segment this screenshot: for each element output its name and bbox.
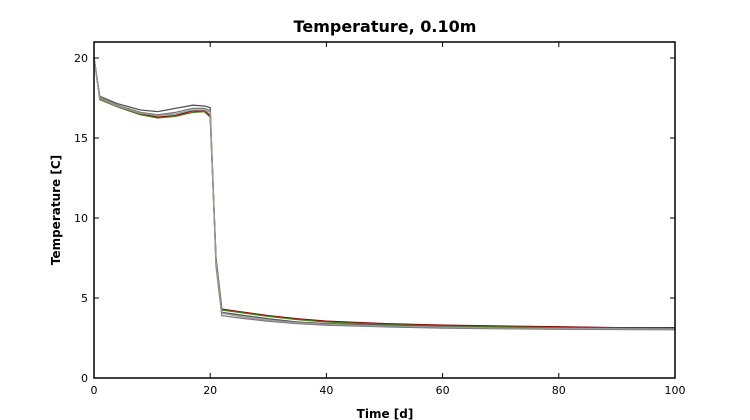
x-tick-label: 40 (319, 384, 333, 397)
y-tick-label: 20 (74, 52, 88, 65)
y-axis-label: Temperature [C] (49, 155, 63, 265)
y-tick-label: 15 (74, 132, 88, 145)
series-line-2 (93, 57, 676, 330)
series-line-4 (93, 57, 676, 331)
plot-area (93, 57, 676, 331)
axes: 0 20 40 60 80 100 0 5 10 15 20 (74, 41, 686, 397)
y-tick-label: 10 (74, 212, 88, 225)
x-tick-label: 80 (552, 384, 566, 397)
y-tick-label: 5 (81, 292, 88, 305)
series-line-3 (93, 57, 675, 330)
series-line-1 (93, 57, 675, 329)
x-axis-label: Time [d] (357, 407, 414, 420)
x-tick-label: 60 (436, 384, 450, 397)
x-tick-label: 20 (203, 384, 217, 397)
y-tick-label: 0 (81, 372, 88, 385)
x-tick-label: 0 (91, 384, 98, 397)
series-line-5 (93, 57, 676, 330)
chart-title: Temperature, 0.10m (294, 17, 477, 36)
plot-frame (93, 41, 676, 379)
x-tick-label: 100 (665, 384, 686, 397)
